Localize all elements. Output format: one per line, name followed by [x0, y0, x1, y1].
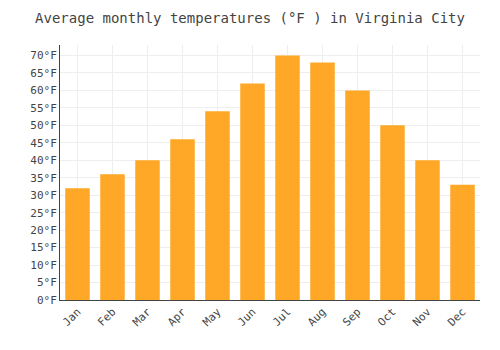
svg-text:5°F: 5°F — [37, 276, 57, 289]
svg-text:Apr: Apr — [165, 305, 189, 329]
svg-text:Feb: Feb — [95, 306, 118, 329]
svg-text:25°F: 25°F — [30, 207, 57, 220]
svg-text:45°F: 45°F — [30, 137, 57, 150]
svg-text:Nov: Nov — [410, 305, 434, 329]
svg-text:60°F: 60°F — [30, 84, 57, 97]
svg-text:Oct: Oct — [375, 306, 398, 329]
svg-text:Aug: Aug — [305, 306, 328, 329]
svg-text:15°F: 15°F — [30, 241, 57, 254]
svg-text:35°F: 35°F — [30, 172, 57, 185]
svg-text:Jul: Jul — [270, 306, 293, 329]
svg-text:70°F: 70°F — [30, 49, 57, 62]
svg-text:Sep: Sep — [340, 306, 363, 329]
svg-text:0°F: 0°F — [37, 294, 57, 307]
svg-text:Dec: Dec — [445, 306, 468, 329]
svg-text:30°F: 30°F — [30, 189, 57, 202]
svg-text:May: May — [200, 305, 224, 329]
svg-text:55°F: 55°F — [30, 102, 57, 115]
svg-text:20°F: 20°F — [30, 224, 57, 237]
svg-text:65°F: 65°F — [30, 67, 57, 80]
svg-text:Average monthly temperatures (: Average monthly temperatures (°F ) in Vi… — [35, 10, 465, 26]
svg-text:50°F: 50°F — [30, 119, 57, 132]
svg-text:10°F: 10°F — [30, 259, 57, 272]
svg-text:40°F: 40°F — [30, 154, 57, 167]
svg-text:Jan: Jan — [60, 306, 83, 329]
svg-text:Mar: Mar — [130, 305, 154, 329]
svg-text:Jun: Jun — [235, 306, 258, 329]
